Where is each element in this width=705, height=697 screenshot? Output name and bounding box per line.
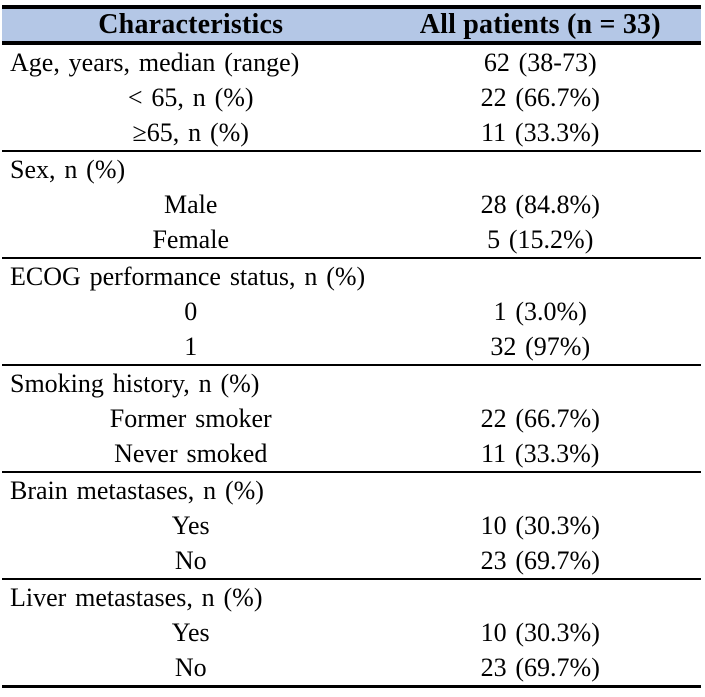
row-value — [379, 151, 701, 187]
row-value — [379, 365, 701, 401]
row-value: 11 (33.3%) — [481, 438, 600, 468]
table-row: Yes 10 (30.3%) — [2, 508, 701, 543]
row-label: Age, years, median (range) — [10, 47, 300, 77]
row-label: Liver metastases, n (%) — [10, 582, 263, 612]
row-value: 10 (30.3%) — [480, 617, 600, 647]
table-row: 0 1 (3.0%) — [2, 294, 701, 329]
row-value: 5 (15.2%) — [487, 224, 594, 254]
row-value — [379, 258, 701, 294]
row-label: < 65, n (%) — [127, 82, 254, 112]
table-row: Male 28 (84.8%) — [2, 187, 701, 222]
row-value — [379, 472, 701, 508]
row-label: Never smoked — [114, 438, 268, 468]
row-label: Yes — [171, 510, 210, 540]
row-label: Female — [152, 224, 229, 254]
row-label: ECOG performance status, n (%) — [10, 261, 366, 291]
table-row: Age, years, median (range) 62 (38-73) — [2, 43, 701, 80]
table-row: < 65, n (%) 22 (66.7%) — [2, 80, 701, 115]
row-value: 10 (30.3%) — [480, 510, 600, 540]
section-liver-metastases: Liver metastases, n (%) Yes 10 (30.3%) N… — [2, 579, 701, 687]
table-row: 1 32 (97%) — [2, 329, 701, 365]
table-row: Smoking history, n (%) — [2, 365, 701, 401]
section-smoking: Smoking history, n (%) Former smoker 22 … — [2, 365, 701, 472]
row-value — [379, 579, 701, 615]
row-value: 23 (69.7%) — [480, 652, 600, 682]
header-cell-characteristics: Characteristics — [2, 5, 380, 45]
table-row: Yes 10 (30.3%) — [2, 615, 701, 650]
row-label: No — [174, 545, 207, 575]
row-label: Male — [164, 189, 218, 219]
table-row: Female 5 (15.2%) — [2, 222, 701, 258]
row-value: 28 (84.8%) — [480, 189, 600, 219]
table-row: No 23 (69.7%) — [2, 650, 701, 687]
row-label: Sex, n (%) — [10, 154, 126, 184]
row-value: 1 (3.0%) — [493, 296, 587, 326]
section-ecog: ECOG performance status, n (%) 0 1 (3.0%… — [2, 258, 701, 365]
patient-characteristics-table: Characteristics All patients (n = 33) Ag… — [2, 5, 701, 688]
header-row: Characteristics All patients (n = 33) — [2, 5, 701, 45]
row-value: 32 (97%) — [490, 331, 591, 361]
row-value: 22 (66.7%) — [480, 82, 600, 112]
row-label: 1 — [184, 331, 198, 361]
row-label: Former smoker — [109, 403, 272, 433]
row-label: Brain metastases, n (%) — [10, 475, 264, 505]
header-cell-all-patients: All patients (n = 33) — [379, 5, 701, 45]
section-brain-metastases: Brain metastases, n (%) Yes 10 (30.3%) N… — [2, 472, 701, 579]
table-row: Never smoked 11 (33.3%) — [2, 436, 701, 472]
section-sex: Sex, n (%) Male 28 (84.8%) Female 5 (15.… — [2, 151, 701, 258]
table-row: ECOG performance status, n (%) — [2, 258, 701, 294]
row-value: 62 (38-73) — [483, 47, 597, 77]
row-label: No — [174, 652, 207, 682]
table-row: Sex, n (%) — [2, 151, 701, 187]
row-value: 11 (33.3%) — [481, 117, 600, 147]
table-row: No 23 (69.7%) — [2, 543, 701, 579]
section-age: Age, years, median (range) 62 (38-73) < … — [2, 43, 701, 151]
table-row: Brain metastases, n (%) — [2, 472, 701, 508]
row-label: Smoking history, n (%) — [10, 368, 260, 398]
table-row: Liver metastases, n (%) — [2, 579, 701, 615]
row-label: Yes — [171, 617, 210, 647]
table-row: ≥65, n (%) 11 (33.3%) — [2, 115, 701, 151]
row-label: ≥65, n (%) — [132, 117, 249, 147]
table-header: Characteristics All patients (n = 33) — [2, 5, 701, 45]
row-value: 22 (66.7%) — [480, 403, 600, 433]
table-row: Former smoker 22 (66.7%) — [2, 401, 701, 436]
row-label: 0 — [184, 296, 198, 326]
row-value: 23 (69.7%) — [480, 545, 600, 575]
